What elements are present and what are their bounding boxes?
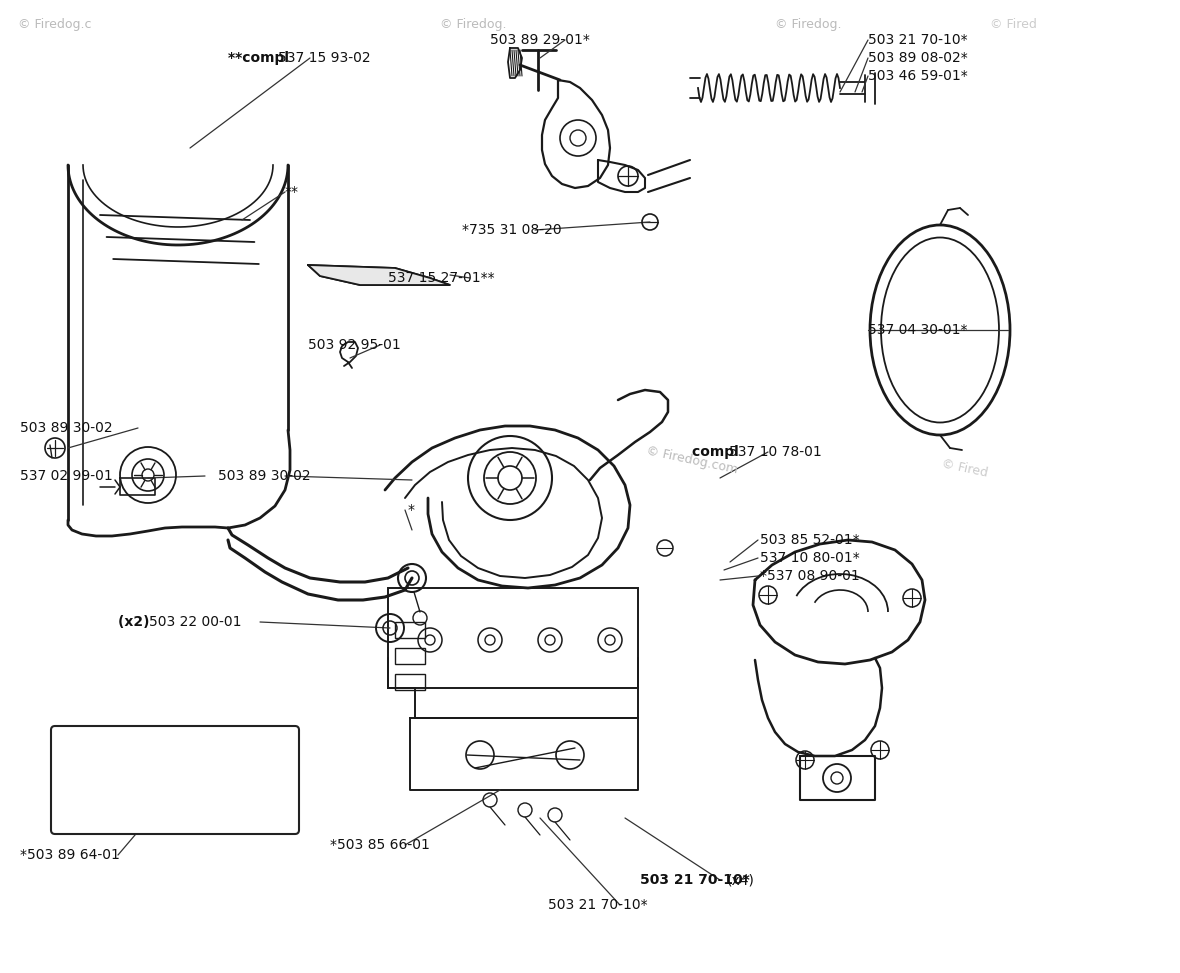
Text: **compl: **compl [228, 51, 294, 65]
Text: *537 08 90-01: *537 08 90-01 [760, 569, 860, 583]
Text: 503 21 70-10*: 503 21 70-10* [640, 873, 755, 887]
Text: 537 15 27-01**: 537 15 27-01** [388, 271, 494, 285]
Text: 537 04 30-01*: 537 04 30-01* [868, 323, 968, 337]
Text: 503 89 29-01*: 503 89 29-01* [490, 33, 590, 47]
Text: compl: compl [691, 445, 743, 459]
Text: *: * [408, 503, 415, 517]
FancyBboxPatch shape [51, 726, 299, 834]
Text: 537 02 99-01: 537 02 99-01 [20, 469, 113, 483]
Text: 537 10 80-01*: 537 10 80-01* [760, 551, 860, 565]
Text: 503 21 70-10*: 503 21 70-10* [868, 33, 968, 47]
Text: *503 89 64-01: *503 89 64-01 [20, 848, 120, 862]
Text: 503 85 52-01*: 503 85 52-01* [760, 533, 859, 547]
Text: *735 31 08-20: *735 31 08-20 [463, 223, 562, 237]
Bar [395, 622, 425, 638]
Text: 503 22 00-01: 503 22 00-01 [149, 615, 242, 629]
Text: 503 89 08-02*: 503 89 08-02* [868, 51, 968, 65]
Text: Ⓗ Husqvarna: Ⓗ Husqvarna [106, 752, 253, 772]
Text: 537 15 93-02: 537 15 93-02 [277, 51, 371, 65]
Text: 537 10 78-01: 537 10 78-01 [729, 445, 822, 459]
Text: (x4): (x4) [727, 873, 755, 887]
Text: 503 21 70-10*: 503 21 70-10* [548, 898, 648, 912]
Text: 503 46 59-01*: 503 46 59-01* [868, 69, 968, 83]
Bar [395, 648, 425, 664]
Text: *503 85 66-01: *503 85 66-01 [330, 838, 430, 852]
Text: © Fired: © Fired [990, 18, 1037, 31]
Text: © Firedog.: © Firedog. [775, 18, 841, 31]
Text: © Fired: © Fired [940, 456, 989, 480]
Bar [395, 674, 425, 690]
Bar [388, 588, 638, 688]
Text: © Firedog.c: © Firedog.c [18, 18, 92, 31]
Polygon shape [308, 265, 450, 285]
Text: 503 89 30-02: 503 89 30-02 [218, 469, 310, 483]
Text: 503 92 95-01: 503 92 95-01 [308, 338, 401, 352]
Text: © Firedog.: © Firedog. [440, 18, 506, 31]
Text: **: ** [286, 185, 299, 199]
Text: © Firedog.com: © Firedog.com [645, 444, 739, 476]
Text: 503 89 30-02: 503 89 30-02 [20, 421, 112, 435]
Text: (x2): (x2) [118, 615, 155, 629]
